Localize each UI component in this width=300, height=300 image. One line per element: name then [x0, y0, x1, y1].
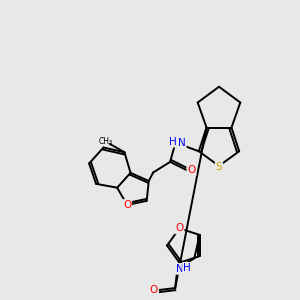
Text: N: N — [176, 264, 183, 274]
Text: O: O — [123, 200, 131, 210]
Text: H: H — [183, 263, 191, 273]
Text: CH₃: CH₃ — [98, 137, 112, 146]
Text: H: H — [169, 137, 177, 147]
Text: N: N — [178, 138, 186, 148]
Text: S: S — [216, 162, 222, 172]
Text: O: O — [175, 224, 184, 233]
Text: O: O — [187, 165, 196, 176]
Text: O: O — [150, 285, 158, 295]
